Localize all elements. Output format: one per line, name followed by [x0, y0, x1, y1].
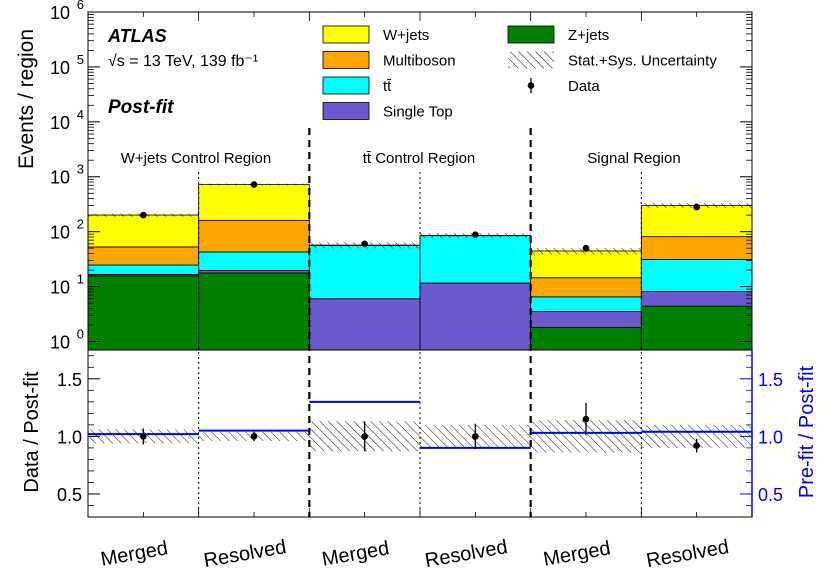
region-label-wjets: W+jets Control Region: [121, 150, 271, 167]
stack-bar-segment: [641, 237, 752, 260]
legend-label: Multiboson: [383, 53, 456, 70]
legend-label: Single Top: [383, 104, 453, 121]
legend-label: Stat.+Sys. Uncertainty: [568, 53, 717, 70]
stack-bar-segment: [88, 265, 199, 274]
y-tick-exponent: 0: [77, 326, 84, 341]
y-tick-label: 10: [50, 3, 70, 23]
ratio-data-point: [583, 416, 590, 423]
ratio-tick-label-right: 1.0: [758, 427, 783, 447]
experiment-label: ATLAS: [107, 26, 167, 46]
stack-bar-segment: [88, 215, 199, 247]
ratio-data-point: [693, 442, 700, 449]
stack-bar-segment: [641, 292, 752, 307]
y-tick-label: 10: [50, 58, 70, 78]
stack-bar-segment: [88, 276, 199, 350]
y-tick-exponent: 5: [77, 52, 84, 67]
y-axis-label-bottom-right: Pre-fit / Post-fit: [796, 365, 818, 498]
x-axis-labels: Merged Resolved Merged Resolved Merged Resolv…: [99, 536, 731, 572]
stack-bar-segment: [199, 252, 310, 270]
stack-bar-segment: [199, 185, 310, 221]
ratio-data-point: [251, 433, 258, 440]
y-tick-label: 10: [50, 332, 70, 352]
data-point: [140, 212, 147, 219]
x-category-label: Merged: [320, 537, 391, 570]
stack-bar-segment: [420, 283, 531, 350]
stack-bar-segment: [641, 306, 752, 350]
y-tick-label: 10: [50, 168, 70, 188]
legend-label: W+jets: [383, 27, 429, 44]
stack-bar-segment: [420, 236, 531, 283]
legend-swatch: [323, 52, 369, 69]
legend-label: Z+jets: [568, 27, 609, 44]
fit-label: Post-fit: [108, 97, 174, 118]
energy-label: √s = 13 TeV, 139 fb⁻¹: [108, 53, 258, 70]
stack-bar-segment: [641, 260, 752, 292]
region-label-ttbar: tt̄ Control Region: [363, 150, 476, 167]
stack-bar-segment: [531, 278, 642, 297]
legend-marker: [528, 82, 535, 89]
y-tick-exponent: 1: [77, 272, 84, 287]
stack-bar-segment: [531, 251, 642, 278]
legend-swatch: [508, 26, 554, 43]
y-tick-exponent: 2: [77, 217, 84, 232]
region-label-signal: Signal Region: [587, 150, 680, 167]
legend-swatch-hatch: [508, 52, 554, 69]
stack-bar-segment: [309, 299, 420, 350]
x-category-label: Resolved: [423, 536, 509, 572]
legend: W+jets Z+jets Multiboson Stat.+Sys. Uncerta…: [323, 26, 717, 121]
y-tick-exponent: 4: [77, 107, 84, 122]
ratio-tick-label: 1.0: [57, 427, 82, 447]
ratio-tick-label: 1.5: [57, 370, 82, 390]
stack-bar-segment: [309, 245, 420, 298]
stack-bar-segment: [199, 220, 310, 252]
ratio-data-point: [140, 433, 147, 440]
legend-label: tt̄: [383, 78, 392, 95]
ratio-tick-label-right: 1.5: [758, 370, 783, 390]
data-point: [251, 181, 258, 188]
data-point: [693, 204, 700, 211]
x-category-label: Merged: [542, 537, 613, 570]
y-tick-label: 10: [50, 113, 70, 133]
y-tick-exponent: 3: [77, 162, 84, 177]
legend-swatch: [323, 77, 369, 94]
ratio-data-point: [472, 433, 479, 440]
legend-swatch: [323, 103, 369, 120]
stack-bar-segment: [531, 327, 642, 350]
bottom-panel: 0.5 0.5 1.0 1.0 1.5 1.5: [57, 350, 783, 517]
y-tick-exponent: 6: [77, 0, 84, 12]
ratio-data-point: [361, 433, 368, 440]
stack-bar-segment: [199, 273, 310, 350]
y-axis-label-top: Events / region: [15, 29, 38, 169]
data-point: [472, 231, 479, 238]
data-point: [361, 241, 368, 248]
ratio-tick-label-right: 0.5: [758, 485, 783, 505]
legend-label: Data: [568, 78, 600, 95]
x-category-label: Resolved: [645, 536, 731, 572]
x-category-label: Resolved: [202, 536, 288, 572]
ratio-tick-label: 0.5: [57, 485, 82, 505]
data-point: [583, 245, 590, 252]
stack-bar-segment: [88, 247, 199, 265]
stack-bar-segment: [531, 297, 642, 312]
legend-swatch: [323, 26, 369, 43]
y-tick-label: 10: [50, 223, 70, 243]
stack-bar-segment: [531, 312, 642, 328]
y-tick-label: 10: [50, 278, 70, 298]
y-axis-label-bottom-left: Data / Post-fit: [21, 371, 43, 493]
x-category-label: Merged: [99, 537, 170, 570]
